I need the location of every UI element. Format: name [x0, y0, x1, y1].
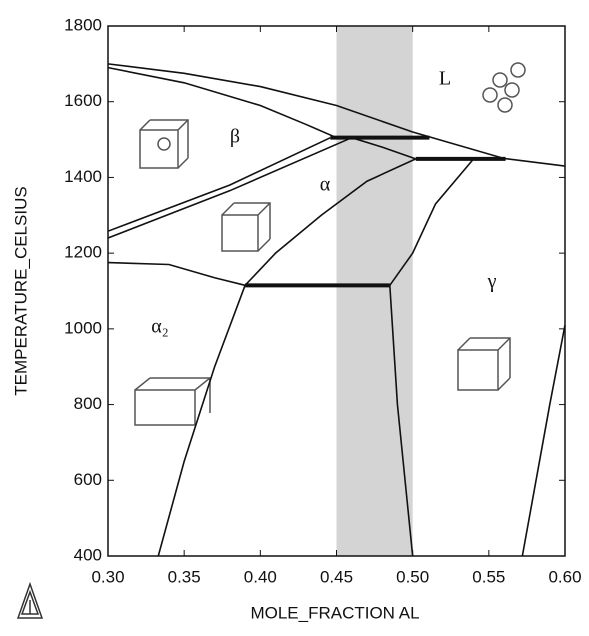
phase-label: α: [320, 174, 331, 196]
y-tick-label: 800: [74, 394, 102, 413]
phase-boundary: [107, 66, 337, 139]
y-tick-label: 600: [74, 470, 102, 489]
phase-boundary: [107, 136, 331, 232]
y-tick-label: 1200: [64, 243, 102, 262]
phase-boundary: [107, 136, 353, 239]
phase-label: β: [230, 126, 240, 148]
y-tick-label: 400: [74, 545, 102, 564]
highlight-band: [336, 26, 413, 556]
logo: [16, 581, 44, 619]
crystal-icons: [134, 62, 526, 426]
phase-boundary: [389, 158, 475, 557]
x-tick-label: 0.40: [244, 567, 277, 586]
phase-boundary: [244, 158, 417, 286]
x-tick-label: 0.35: [168, 567, 201, 586]
phase-boundary: [521, 324, 566, 557]
y-tick-label: 1600: [64, 91, 102, 110]
y-tick-label: 1000: [64, 318, 102, 337]
phase-label: γ: [487, 271, 497, 293]
phase-label: α₂: [151, 316, 168, 338]
x-tick-label: 0.60: [548, 567, 581, 586]
x-axis-label: MOLE_FRACTION AL: [250, 603, 419, 622]
x-tick-label: 0.55: [472, 567, 505, 586]
phase-boundary: [107, 261, 246, 287]
x-tick-label: 0.45: [320, 567, 353, 586]
phase-boundary: [157, 285, 246, 557]
x-tick-label: 0.50: [396, 567, 429, 586]
y-tick-label: 1400: [64, 167, 102, 186]
phase-boundary: [351, 136, 416, 160]
x-tick-label: 0.30: [91, 567, 124, 586]
y-tick-label: 1800: [64, 15, 102, 34]
y-axis-label: TEMPERATURE_CELSIUS: [11, 186, 30, 395]
phase-label: L: [439, 68, 451, 90]
